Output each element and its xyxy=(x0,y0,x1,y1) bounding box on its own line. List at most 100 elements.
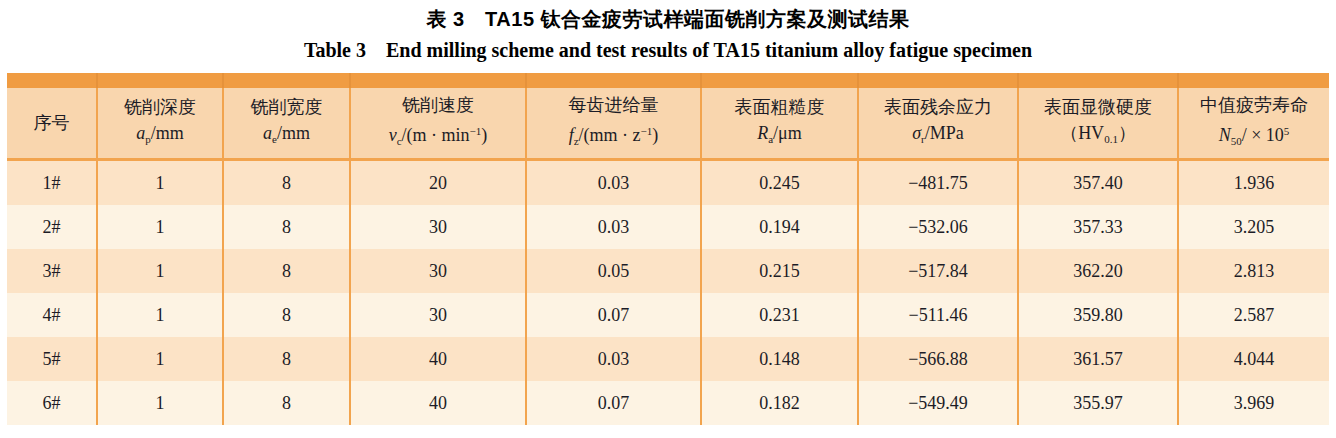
table-cell-residual-stress: −517.84 xyxy=(858,249,1018,293)
table-caption-en: Table 3 End milling scheme and test resu… xyxy=(0,38,1336,62)
table-cell-microhardness: 357.40 xyxy=(1018,160,1178,206)
table-cell-index: 5# xyxy=(7,337,97,381)
table-cell-milling-speed: 40 xyxy=(350,337,526,381)
table-cell-feed-per-tooth: 0.05 xyxy=(526,249,701,293)
table-cell-milling-speed: 20 xyxy=(350,160,526,206)
column-header-microhardness: 表面显微硬度（HV0.1） xyxy=(1018,88,1178,160)
table-cell-median-fatigue-life: 4.044 xyxy=(1178,337,1329,381)
table-cell-surface-roughness: 0.215 xyxy=(701,249,858,293)
table-cell-milling-width: 8 xyxy=(223,205,350,249)
table-row: 2#18300.030.194−532.06357.333.205 xyxy=(7,205,1329,249)
table-cell-feed-per-tooth: 0.03 xyxy=(526,337,701,381)
table-row: 1#18200.030.245−481.75357.401.936 xyxy=(7,160,1329,206)
table-cell-microhardness: 355.97 xyxy=(1018,381,1178,425)
column-title: 序号 xyxy=(7,110,96,136)
table-cell-surface-roughness: 0.148 xyxy=(701,337,858,381)
end-milling-results-table: 序号铣削深度ap/mm铣削宽度ae/mm铣削速度vc/(m · min−1)每齿… xyxy=(7,73,1329,425)
table-cell-feed-per-tooth: 0.07 xyxy=(526,293,701,337)
table-cell-milling-width: 8 xyxy=(223,160,350,206)
column-header-surface-roughness: 表面粗糙度Ra/μm xyxy=(701,88,858,160)
table-row: 3#18300.050.215−517.84362.202.813 xyxy=(7,249,1329,293)
column-header-milling-speed: 铣削速度vc/(m · min−1) xyxy=(350,88,526,160)
table-cell-index: 2# xyxy=(7,205,97,249)
table-cell-surface-roughness: 0.182 xyxy=(701,381,858,425)
column-header-feed-per-tooth: 每齿进给量fz/(mm · z−1) xyxy=(526,88,701,160)
table-cell-milling-speed: 30 xyxy=(350,205,526,249)
table-row: 6#18400.070.182−549.49355.973.969 xyxy=(7,381,1329,425)
table-cell-milling-width: 8 xyxy=(223,381,350,425)
table-cell-index: 4# xyxy=(7,293,97,337)
table-cell-residual-stress: −566.88 xyxy=(858,337,1018,381)
table-cell-feed-per-tooth: 0.03 xyxy=(526,205,701,249)
column-header-index: 序号 xyxy=(7,88,97,160)
column-header-milling-width: 铣削宽度ae/mm xyxy=(223,88,350,160)
table-cell-milling-speed: 30 xyxy=(350,249,526,293)
table-row: 4#18300.070.231−511.46359.802.587 xyxy=(7,293,1329,337)
table-cell-feed-per-tooth: 0.07 xyxy=(526,381,701,425)
column-title: 表面显微硬度 xyxy=(1019,94,1177,120)
column-symbol: vc/(m · min−1) xyxy=(351,118,525,154)
table-cell-milling-depth: 1 xyxy=(97,160,223,206)
column-header-residual-stress: 表面残余应力σr/MPa xyxy=(858,88,1018,160)
table-caption-zh: 表 3 TA15 钛合金疲劳试样端面铣削方案及测试结果 xyxy=(0,6,1336,33)
table-cell-milling-depth: 1 xyxy=(97,205,223,249)
page: 表 3 TA15 钛合金疲劳试样端面铣削方案及测试结果 Table 3 End … xyxy=(0,0,1336,425)
column-title: 表面残余应力 xyxy=(859,94,1017,120)
table-cell-milling-width: 8 xyxy=(223,337,350,381)
table-cell-milling-speed: 30 xyxy=(350,293,526,337)
column-header-milling-depth: 铣削深度ap/mm xyxy=(97,88,223,160)
table-cell-milling-depth: 1 xyxy=(97,337,223,381)
top-bar-segment xyxy=(7,73,97,88)
table-cell-residual-stress: −481.75 xyxy=(858,160,1018,206)
table-cell-surface-roughness: 0.245 xyxy=(701,160,858,206)
table-cell-milling-depth: 1 xyxy=(97,381,223,425)
table-cell-milling-width: 8 xyxy=(223,249,350,293)
table-cell-microhardness: 357.33 xyxy=(1018,205,1178,249)
table-cell-microhardness: 361.57 xyxy=(1018,337,1178,381)
table-cell-index: 6# xyxy=(7,381,97,425)
table-cell-surface-roughness: 0.231 xyxy=(701,293,858,337)
table-cell-milling-depth: 1 xyxy=(97,293,223,337)
table-header-row: 序号铣削深度ap/mm铣削宽度ae/mm铣削速度vc/(m · min−1)每齿… xyxy=(7,88,1329,160)
column-symbol: ae/mm xyxy=(224,120,349,152)
top-bar-segment xyxy=(1018,73,1178,88)
top-bar-segment xyxy=(223,73,350,88)
table-cell-surface-roughness: 0.194 xyxy=(701,205,858,249)
table-cell-residual-stress: −532.06 xyxy=(858,205,1018,249)
table-cell-median-fatigue-life: 3.205 xyxy=(1178,205,1329,249)
table-cell-milling-speed: 40 xyxy=(350,381,526,425)
column-title: 表面粗糙度 xyxy=(702,94,857,120)
column-symbol: fz/(mm · z−1) xyxy=(527,118,700,154)
table-captions: 表 3 TA15 钛合金疲劳试样端面铣削方案及测试结果 Table 3 End … xyxy=(0,0,1336,62)
top-bar-segment xyxy=(526,73,701,88)
top-bar-segment xyxy=(97,73,223,88)
table-cell-median-fatigue-life: 1.936 xyxy=(1178,160,1329,206)
table-cell-median-fatigue-life: 2.587 xyxy=(1178,293,1329,337)
top-bar-segment xyxy=(858,73,1018,88)
top-bar-segment xyxy=(350,73,526,88)
table-top-bar xyxy=(7,73,1329,88)
table-body: 1#18200.030.245−481.75357.401.9362#18300… xyxy=(7,160,1329,426)
column-title: 中值疲劳寿命 xyxy=(1179,92,1329,118)
top-bar-segment xyxy=(1178,73,1329,88)
table-cell-residual-stress: −549.49 xyxy=(858,381,1018,425)
column-title: 铣削宽度 xyxy=(224,94,349,120)
column-title: 铣削速度 xyxy=(351,92,525,118)
table-cell-median-fatigue-life: 2.813 xyxy=(1178,249,1329,293)
column-symbol: σr/MPa xyxy=(859,120,1017,152)
table-row: 5#18400.030.148−566.88361.574.044 xyxy=(7,337,1329,381)
column-header-median-fatigue-life: 中值疲劳寿命N50/ × 105 xyxy=(1178,88,1329,160)
column-symbol: N50/ × 105 xyxy=(1179,118,1329,154)
table-cell-feed-per-tooth: 0.03 xyxy=(526,160,701,206)
table-cell-microhardness: 359.80 xyxy=(1018,293,1178,337)
table-cell-microhardness: 362.20 xyxy=(1018,249,1178,293)
table-cell-index: 3# xyxy=(7,249,97,293)
column-symbol: Ra/μm xyxy=(702,120,857,152)
column-symbol: （HV0.1） xyxy=(1019,120,1177,152)
column-title: 每齿进给量 xyxy=(527,92,700,118)
column-symbol: ap/mm xyxy=(98,120,222,152)
column-title: 铣削深度 xyxy=(98,94,222,120)
table-cell-index: 1# xyxy=(7,160,97,206)
top-bar-segment xyxy=(701,73,858,88)
table-cell-residual-stress: −511.46 xyxy=(858,293,1018,337)
